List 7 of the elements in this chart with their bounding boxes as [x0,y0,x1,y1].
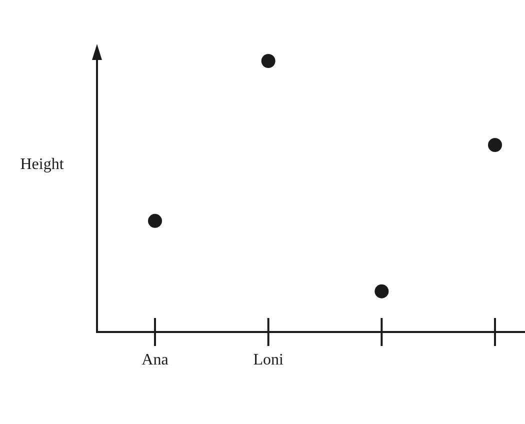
x-tick-label: Loni [253,351,284,368]
point [148,214,162,228]
point [374,284,389,298]
y-axis-title: Height [20,156,64,173]
x-tick-label: Ana [142,351,168,368]
point [488,138,502,152]
point [261,54,276,68]
